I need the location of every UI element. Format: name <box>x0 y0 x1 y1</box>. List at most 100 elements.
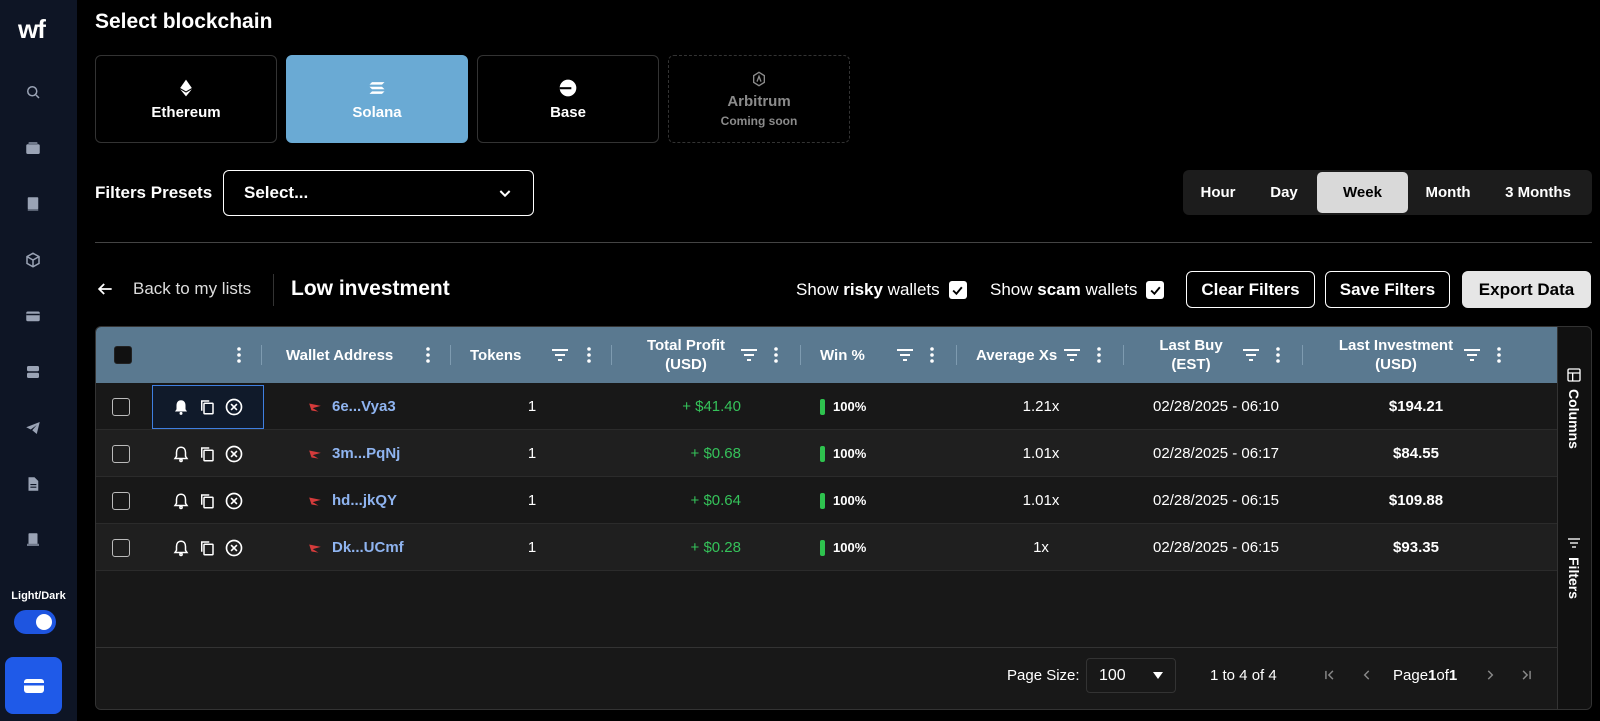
filter-icon[interactable] <box>1062 345 1082 365</box>
header-wallet-address[interactable]: Wallet Address <box>286 346 394 364</box>
row-range-text: 1 to 4 of 4 <box>1210 667 1277 684</box>
remove-icon[interactable] <box>224 491 244 511</box>
column-menu-icon[interactable] <box>1268 345 1288 365</box>
filter-icon[interactable] <box>1462 345 1482 365</box>
ethereum-icon <box>180 79 192 96</box>
row-checkbox[interactable] <box>112 491 130 510</box>
wallet-address[interactable]: Dk...UCmf <box>308 524 404 571</box>
header-average-xs[interactable]: Average Xs <box>976 346 1058 364</box>
table-header: Wallet Address Tokens Total Profit (USD) … <box>96 327 1557 383</box>
chevron-down-icon <box>499 190 511 198</box>
win-cell: 100% <box>820 430 866 477</box>
document-icon[interactable] <box>22 473 44 495</box>
pagination-bar: Page Size: 100 1 to 4 of 4 Page 1 of 1 <box>96 647 1557 709</box>
table-row[interactable]: hd...jkQY 1 + $0.64 100% 1.01x 02/28/202… <box>96 477 1557 524</box>
row-actions <box>152 479 264 523</box>
column-menu-icon[interactable] <box>922 345 942 365</box>
search-icon[interactable] <box>22 81 44 103</box>
row-checkbox[interactable] <box>112 397 130 416</box>
phantom-icon <box>309 544 321 553</box>
cube-icon[interactable] <box>22 249 44 271</box>
telegram-icon[interactable] <box>22 417 44 439</box>
wallet-button[interactable] <box>5 657 62 714</box>
chain-base[interactable]: Base <box>477 55 659 143</box>
risky-checkbox[interactable] <box>948 281 967 299</box>
scam-checkbox[interactable] <box>1146 281 1165 299</box>
copy-icon[interactable] <box>198 538 216 558</box>
receipt-icon[interactable] <box>22 529 44 551</box>
presets-value: Select... <box>244 183 309 202</box>
tokens-cell: 1 <box>527 445 537 462</box>
wallet-address[interactable]: hd...jkQY <box>308 477 397 524</box>
theme-toggle[interactable] <box>14 610 56 634</box>
column-menu-icon[interactable] <box>1489 345 1509 365</box>
back-to-lists-link[interactable]: Back to my lists <box>95 279 251 299</box>
filter-icon[interactable] <box>550 345 570 365</box>
bell-icon[interactable] <box>172 444 190 464</box>
table-row[interactable]: 3m...PqNj 1 + $0.68 100% 1.01x 02/28/202… <box>96 430 1557 477</box>
table-row[interactable]: Dk...UCmf 1 + $0.28 100% 1x 02/28/2025 -… <box>96 524 1557 571</box>
header-last-buy[interactable]: Last Buy (EST) <box>1159 337 1223 373</box>
average-xs-cell: 1.01x <box>1022 445 1060 462</box>
column-menu-icon[interactable] <box>579 345 599 365</box>
header-tokens[interactable]: Tokens <box>470 346 522 364</box>
solana-icon <box>369 81 385 94</box>
bell-icon[interactable] <box>172 397 190 417</box>
save-filters-button[interactable]: Save Filters <box>1325 271 1450 308</box>
range-3-months[interactable]: 3 Months <box>1505 184 1571 201</box>
filter-icon[interactable] <box>739 345 759 365</box>
tokens-cell: 1 <box>527 492 537 509</box>
column-menu-icon[interactable] <box>229 345 249 365</box>
table-row[interactable]: 6e...Vya3 1 + $41.40 100% 1.21x 02/28/20… <box>96 383 1557 430</box>
previous-page-icon[interactable] <box>1359 667 1375 683</box>
chain-solana[interactable]: Solana <box>286 55 468 143</box>
filter-icon[interactable] <box>895 345 915 365</box>
first-page-icon[interactable] <box>1322 667 1338 683</box>
book-icon[interactable] <box>22 193 44 215</box>
range-day[interactable]: Day <box>1270 184 1298 201</box>
bell-icon[interactable] <box>172 538 190 558</box>
wallet-icon[interactable] <box>22 137 44 159</box>
server-icon[interactable] <box>22 361 44 383</box>
card-icon[interactable] <box>22 305 44 327</box>
page-size-select[interactable]: 100 <box>1086 658 1176 693</box>
row-checkbox[interactable] <box>112 444 130 463</box>
remove-icon[interactable] <box>224 444 244 464</box>
caret-down-icon <box>1153 671 1163 679</box>
filter-icon[interactable] <box>1241 345 1261 365</box>
columns-tab[interactable]: Columns <box>1566 367 1582 449</box>
column-menu-icon[interactable] <box>1089 345 1109 365</box>
last-page-icon[interactable] <box>1518 667 1534 683</box>
bell-icon[interactable] <box>172 491 190 511</box>
copy-icon[interactable] <box>198 491 216 511</box>
show-risky-wallets[interactable]: Show risky wallets <box>796 280 967 300</box>
filters-presets-select[interactable]: Select... <box>223 170 534 216</box>
copy-icon[interactable] <box>198 444 216 464</box>
page-size-label: Page Size: <box>1007 667 1080 684</box>
win-cell: 100% <box>820 383 866 430</box>
wallet-address[interactable]: 3m...PqNj <box>308 430 400 477</box>
filters-tab[interactable]: Filters <box>1566 535 1582 599</box>
copy-icon[interactable] <box>198 397 216 417</box>
column-menu-icon[interactable] <box>766 345 786 365</box>
range-month[interactable]: Month <box>1425 184 1471 201</box>
header-last-investment[interactable]: Last Investment (USD) <box>1338 337 1454 373</box>
export-data-button[interactable]: Export Data <box>1462 271 1591 308</box>
select-all-checkbox[interactable] <box>114 346 132 364</box>
next-page-icon[interactable] <box>1482 667 1498 683</box>
chain-ethereum[interactable]: Ethereum <box>95 55 277 143</box>
range-week[interactable]: Week <box>1317 172 1408 213</box>
clear-filters-button[interactable]: Clear Filters <box>1186 271 1315 308</box>
profit-cell: + $0.68 <box>690 445 741 462</box>
wallet-address[interactable]: 6e...Vya3 <box>308 383 396 430</box>
row-checkbox[interactable] <box>112 538 130 557</box>
remove-icon[interactable] <box>224 538 244 558</box>
range-hour[interactable]: Hour <box>1200 184 1236 201</box>
chain-label: Ethereum <box>151 103 221 121</box>
header-total-profit[interactable]: Total Profit (USD) <box>646 337 726 373</box>
show-scam-wallets[interactable]: Show scam wallets <box>990 280 1165 300</box>
header-win-percent[interactable]: Win % <box>820 346 865 364</box>
phantom-icon <box>309 450 321 459</box>
column-menu-icon[interactable] <box>418 345 438 365</box>
remove-icon[interactable] <box>224 397 244 417</box>
